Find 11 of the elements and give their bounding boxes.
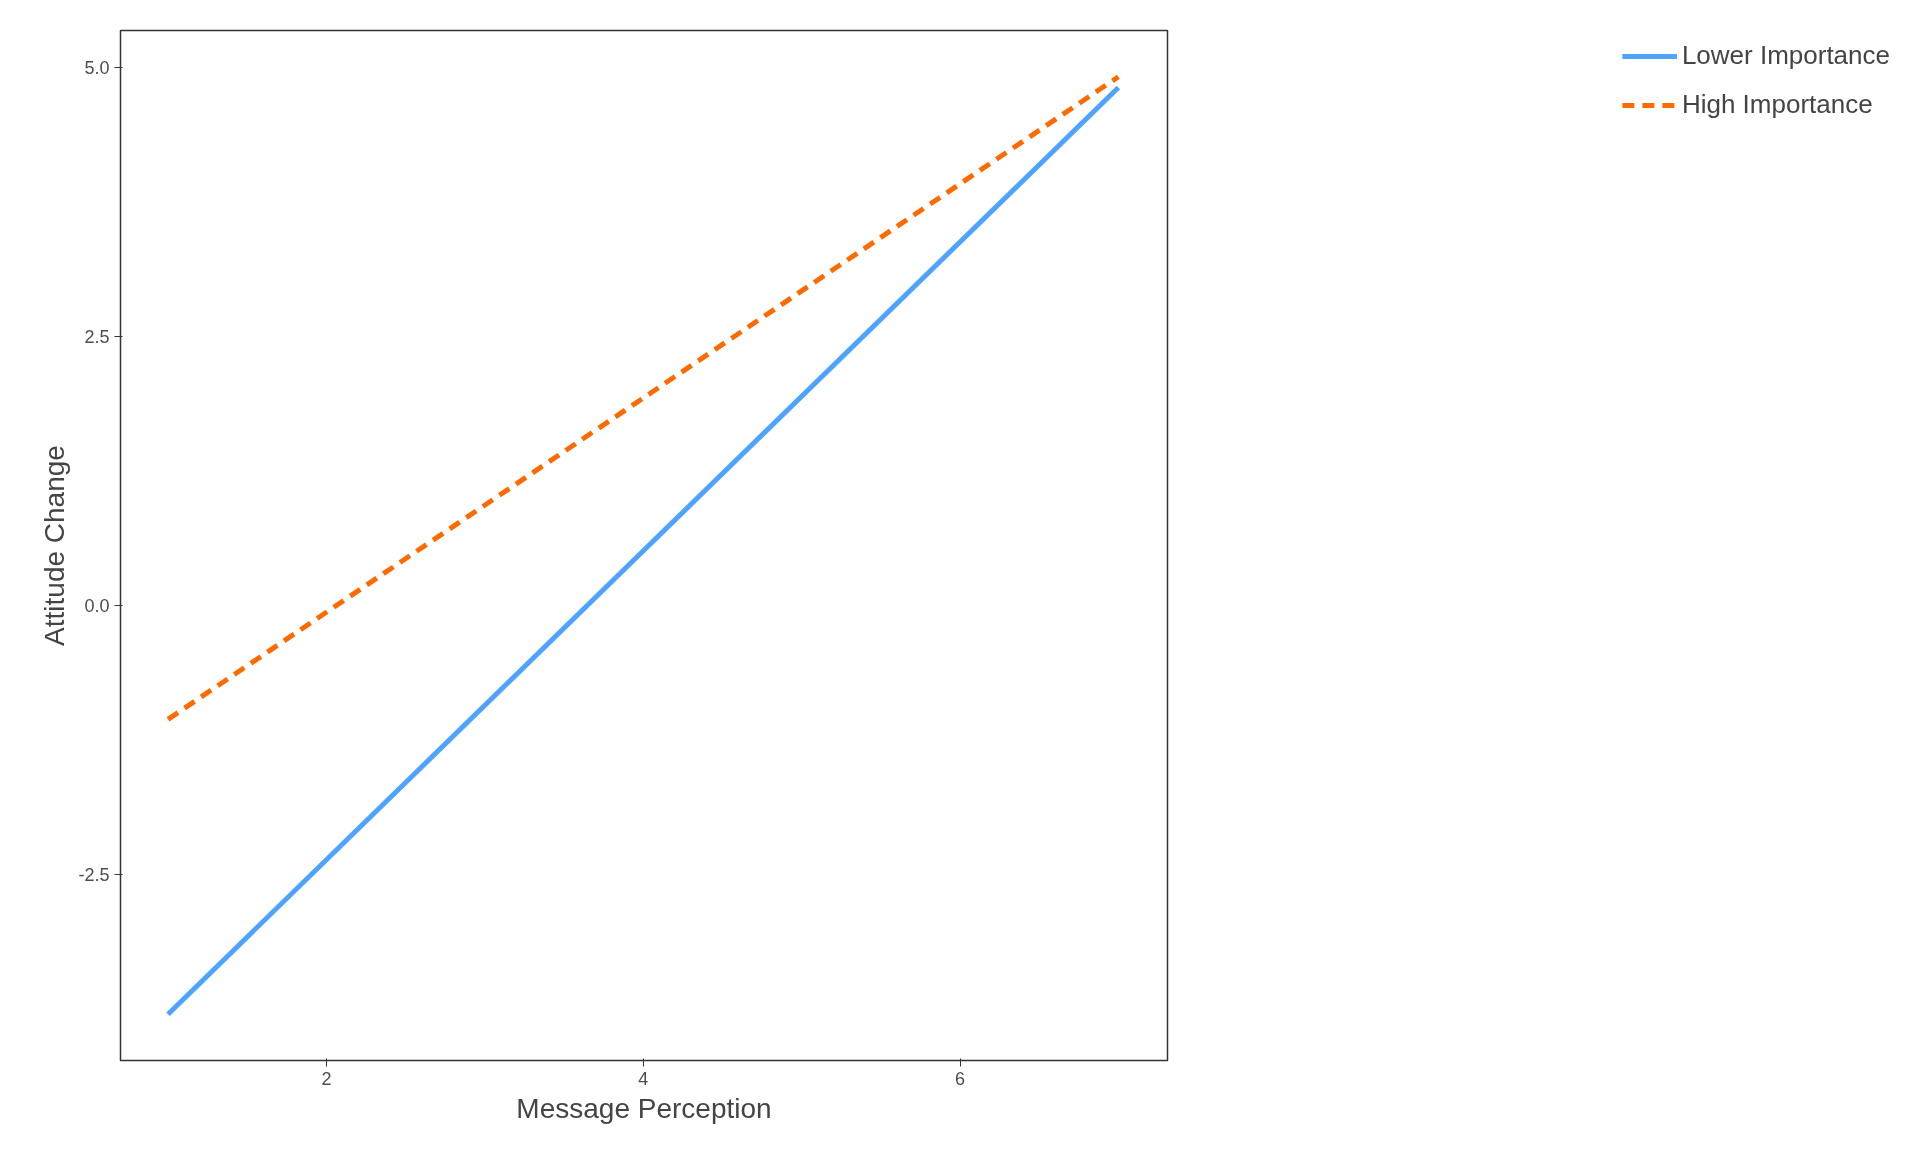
- y-tick-label: 5.0: [84, 57, 110, 78]
- legend-label: Lower Importance: [1681, 40, 1890, 71]
- x-tick-label: 6: [955, 1068, 966, 1089]
- y-tick-label: 0.0: [84, 595, 110, 616]
- y-tick-label: 2.5: [84, 326, 110, 347]
- x-tick-label: 2: [321, 1068, 332, 1089]
- y-axis-title: Attitude Change: [39, 445, 71, 646]
- legend-label: High Importance: [1681, 89, 1873, 120]
- x-tick-label: 4: [638, 1068, 649, 1089]
- x-axis-title: Message Perception: [516, 1092, 772, 1124]
- y-tick-label: -2.5: [78, 864, 110, 885]
